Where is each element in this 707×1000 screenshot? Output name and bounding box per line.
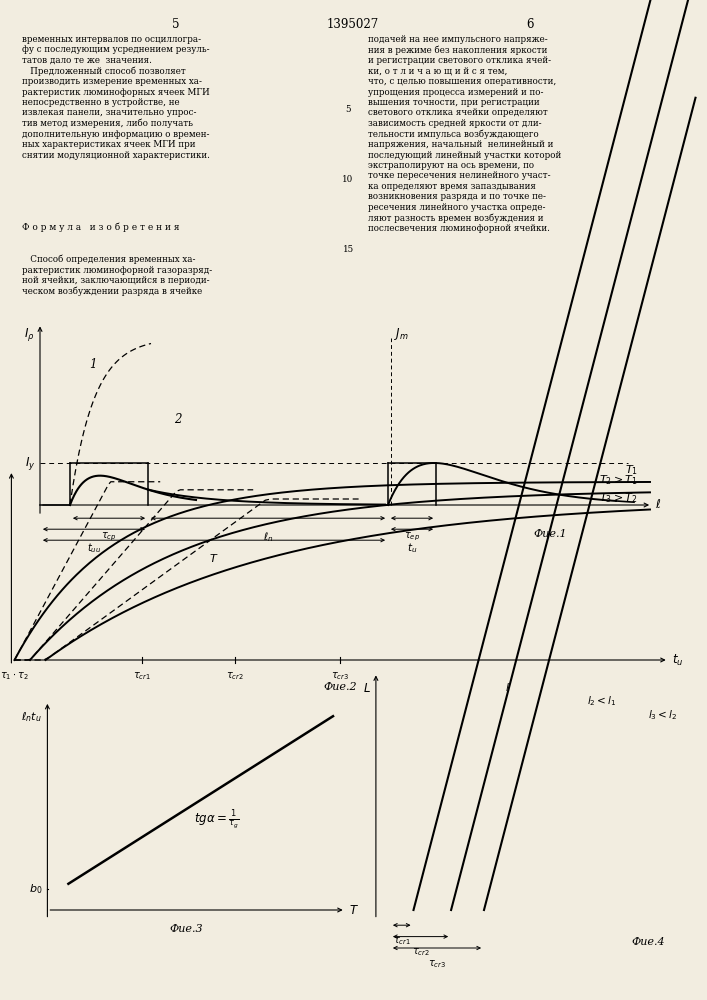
Text: $\ell$: $\ell$ <box>655 498 661 512</box>
Text: $\tau_{cr1}$: $\tau_{cr1}$ <box>133 670 151 682</box>
Text: подачей на нее импульсного напряже-
ния в режиме без накопления яркости
и регист: подачей на нее импульсного напряже- ния … <box>368 35 561 233</box>
Text: $tg\alpha=\frac{1}{\tau_g}$: $tg\alpha=\frac{1}{\tau_g}$ <box>194 809 240 831</box>
Text: $T_3>T_2$: $T_3>T_2$ <box>599 491 638 505</box>
Text: $\tau_{cp}$: $\tau_{cp}$ <box>101 530 117 543</box>
Text: $\tau_{cr1}$: $\tau_{cr1}$ <box>392 935 411 947</box>
Text: $\tau_1\cdot\tau_2$: $\tau_1\cdot\tau_2$ <box>0 670 29 682</box>
Text: $b_0$: $b_0$ <box>29 882 42 896</box>
Text: 1395027: 1395027 <box>327 18 379 31</box>
Text: $\tau_{cr2}$: $\tau_{cr2}$ <box>226 670 244 682</box>
Text: Ф о р м у л а   и з о б р е т е н и я: Ф о р м у л а и з о б р е т е н и я <box>22 222 180 232</box>
Text: $t_u$: $t_u$ <box>672 652 683 668</box>
Text: $t_{uu}$: $t_{uu}$ <box>87 541 101 555</box>
Text: $T_1$: $T_1$ <box>624 463 638 477</box>
Text: $\tau_{cr3}$: $\tau_{cr3}$ <box>331 670 349 682</box>
Text: Фие.2: Фие.2 <box>323 682 357 692</box>
Text: $\tau_{cr3}$: $\tau_{cr3}$ <box>428 958 446 970</box>
Text: $t_u$: $t_u$ <box>407 541 417 555</box>
Text: Фие.4: Фие.4 <box>631 937 665 947</box>
Text: Фие.3: Фие.3 <box>169 924 203 934</box>
Text: $T_2>T_1$: $T_2>T_1$ <box>599 474 638 487</box>
Text: $T$: $T$ <box>349 904 358 916</box>
Text: $l_3<l_2$: $l_3<l_2$ <box>648 708 677 722</box>
Text: $J_m$: $J_m$ <box>394 326 409 342</box>
Text: 6: 6 <box>526 18 534 31</box>
Text: $T$: $T$ <box>209 552 218 564</box>
Text: Фие.1: Фие.1 <box>533 529 567 539</box>
Text: временных интервалов по осциллогра-
фу с последующим усреднением резуль-
татов д: временных интервалов по осциллогра- фу с… <box>22 35 210 160</box>
Text: Способ определения временных ха-
рактеристик люминофорной газоразряд-
ной ячейки: Способ определения временных ха- рактери… <box>22 255 212 296</box>
Text: $\ell_n$: $\ell_n$ <box>263 530 274 544</box>
Text: 10: 10 <box>342 175 354 184</box>
Text: $\tau_{cr2}$: $\tau_{cr2}$ <box>411 947 430 958</box>
Text: $I_\rho$: $I_\rho$ <box>24 326 35 343</box>
Text: $l$: $l$ <box>505 681 510 693</box>
Text: 5: 5 <box>173 18 180 31</box>
Text: 15: 15 <box>342 245 354 254</box>
Text: 5: 5 <box>345 105 351 114</box>
Text: $I_y$: $I_y$ <box>25 455 35 472</box>
Text: $\ell_n t_u$: $\ell_n t_u$ <box>21 710 42 724</box>
Text: 1: 1 <box>89 358 97 371</box>
Text: $L$: $L$ <box>363 682 371 695</box>
Text: $l_2<l_1$: $l_2<l_1$ <box>587 694 617 708</box>
Text: $\tau_{ep}$: $\tau_{ep}$ <box>404 530 420 543</box>
Text: 2: 2 <box>174 413 182 426</box>
